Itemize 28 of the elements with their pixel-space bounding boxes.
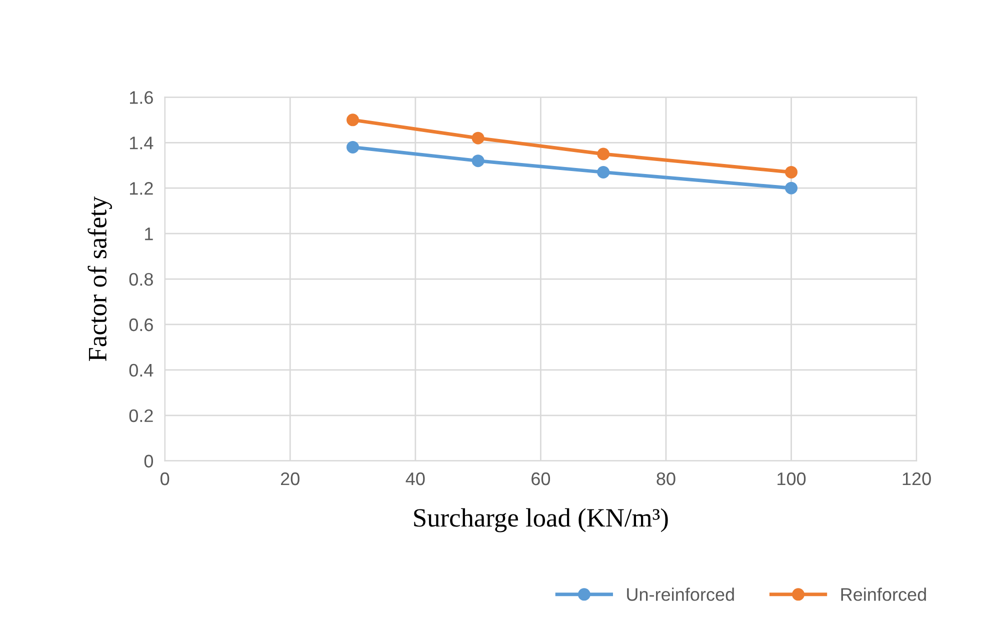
x-tick-label: 100 — [778, 472, 806, 486]
legend-label: Reinforced — [841, 588, 926, 601]
x-tick-label: 20 — [280, 472, 300, 486]
x-tick-label: 40 — [406, 472, 425, 486]
point — [597, 148, 610, 160]
point — [346, 140, 360, 154]
x-tick-label: 60 — [532, 472, 550, 486]
y-tick-label: 1.6 — [130, 91, 153, 104]
point — [597, 166, 610, 178]
point — [785, 182, 798, 194]
point — [472, 132, 484, 144]
x-tick-label: 0 — [160, 472, 170, 486]
x-tick-label: 80 — [656, 472, 676, 486]
y-tick-label: 0.8 — [129, 272, 153, 286]
y-tick-label: 0.4 — [129, 364, 154, 377]
point — [346, 114, 360, 126]
y-tick-label: 1.4 — [130, 136, 154, 150]
point — [472, 154, 484, 168]
y-tick-label: 1.2 — [130, 182, 153, 195]
y-tick-label: 0.6 — [129, 318, 153, 332]
y-tick-label: 1 — [145, 228, 153, 240]
x-tick-label: 120 — [902, 472, 931, 486]
y-axis-title: Factor of safety — [88, 196, 112, 362]
y-tick-label: 0 — [144, 454, 154, 468]
point — [785, 166, 798, 178]
x-axis-title: Surcharge load (KN/m³) — [414, 508, 668, 532]
y-tick-label: 0.2 — [129, 409, 153, 422]
legend-label: Un-reinforced — [627, 588, 734, 601]
